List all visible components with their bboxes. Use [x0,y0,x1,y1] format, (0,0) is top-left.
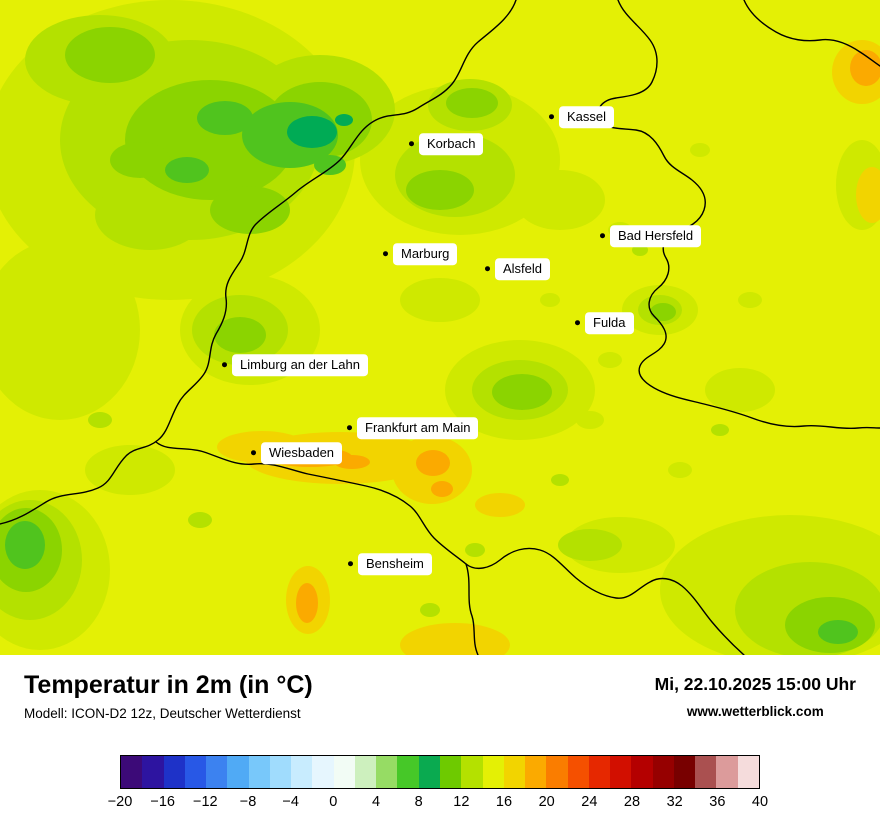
map-region-teal-green [287,114,353,148]
legend-color-segment [482,756,504,788]
city-dot-icon [485,266,490,272]
legend-color-segment [631,756,653,788]
info-header: Temperatur in 2m (in °C) Modell: ICON-D2… [0,655,880,721]
city-label: Frankfurt am Main [357,417,479,439]
legend-color-segment [376,756,398,788]
city-marker-limburg-an-der-lahn: Limburg an der Lahn [222,354,368,376]
legend-tick-label: −16 [150,794,175,810]
city-marker-fulda: Fulda [575,312,634,334]
border-northeast-fragment [743,0,880,67]
legend-color-segment [227,756,249,788]
info-panel: Temperatur in 2m (in °C) Modell: ICON-D2… [0,655,880,830]
legend-color-segment [142,756,164,788]
legend-color-segment [503,756,526,788]
border-south [155,441,745,655]
legend-color-segment [716,756,738,788]
city-marker-bensheim: Bensheim [348,553,432,575]
legend-tick-label: 24 [581,794,598,810]
city-layer: Kassel Korbach Bad Hersfeld Marburg Alsfeld F… [222,106,702,575]
city-label: Bad Hersfeld [610,225,702,247]
legend-color-segment [418,756,440,788]
city-dot-icon [251,450,256,456]
temperature-map: Kassel Korbach Bad Hersfeld Marburg Alsfeld F… [0,0,880,655]
legend-color-segment [248,756,270,788]
legend-tick-label: 36 [709,794,726,810]
legend-tick-label: 32 [666,794,683,810]
datetime-label: Mi, 22.10.2025 15:00 Uhr [654,674,856,694]
legend-tick-label: −12 [193,794,218,810]
city-dot-icon [347,425,352,431]
city-dot-icon [409,141,414,147]
legend-tick-label: 4 [371,794,381,810]
legend-color-segment [163,756,185,788]
city-marker-marburg: Marburg [383,243,458,265]
city-label: Limburg an der Lahn [232,354,368,376]
legend-color-segment [397,756,419,788]
legend-color-segment [567,756,589,788]
city-marker-korbach: Korbach [409,133,484,155]
city-dot-icon [348,561,353,567]
border-west [0,0,517,525]
city-dot-icon [600,233,605,239]
legend-color-segment [610,756,632,788]
legend-color-segment [439,756,462,788]
city-label: Marburg [393,243,458,265]
legend-tick-label: 0 [329,794,338,810]
legend-color-segment [291,756,313,788]
city-dot-icon [549,114,554,120]
legend-tick-row: −20 −16 −12 −8 −4 0 4 8 12 16 20 24 28 32 36 40 [108,794,768,812]
city-marker-alsfeld: Alsfeld [485,258,551,280]
city-dot-icon [383,251,388,257]
city-dot-icon [575,320,580,326]
legend-tick-label: −20 [107,794,133,810]
legend-tick-label: −8 [239,794,257,810]
legend-color-segment [673,756,696,788]
legend-color-segment [206,756,228,788]
city-marker-bad-hersfeld: Bad Hersfeld [600,225,702,247]
legend-tick-label: 28 [623,794,641,810]
city-marker-kassel: Kassel [549,106,615,128]
city-marker-wiesbaden: Wiesbaden [251,442,343,464]
legend-color-segment [461,756,483,788]
model-info: Modell: ICON-D2 12z, Deutscher Wetterdie… [24,706,301,721]
legend-color-segment [652,756,674,788]
legend-color-segment [588,756,611,788]
legend-tick-label: 12 [453,794,470,810]
legend-color-segment [354,756,377,788]
legend-color-segment [121,756,143,788]
temperature-legend: −20 −16 −12 −8 −4 0 4 8 12 16 20 24 28 32 36 40 [108,755,768,812]
legend-tick-label: 16 [495,794,513,810]
city-label: Fulda [585,312,634,334]
city-label: Alsfeld [495,258,551,280]
city-label: Wiesbaden [261,442,343,464]
legend-color-segment [695,756,717,788]
border-east [597,0,880,430]
state-borders [0,0,880,655]
legend-color-segment [546,756,568,788]
legend-tick-label: 8 [414,794,423,810]
page-title: Temperatur in 2m (in °C) [24,671,313,699]
legend-color-segment [184,756,207,788]
info-header-right: Mi, 22.10.2025 15:00 Uhr www.wetterblick… [655,671,856,719]
website-label: www.wetterblick.com [686,704,824,719]
city-label: Kassel [559,106,615,128]
legend-color-segment [737,756,759,788]
city-marker-frankfurt-am-main: Frankfurt am Main [347,417,479,439]
legend-color-segment [312,756,334,788]
border-bergstrasse [465,563,479,655]
city-dot-icon [222,362,227,368]
legend-tick-label: −4 [282,794,299,810]
legend-color-segment [525,756,547,788]
legend-color-segment [269,756,292,788]
legend-tick-label: 20 [538,794,555,810]
legend-colorbar [120,755,760,789]
legend-tick-label: 40 [751,794,769,810]
legend-color-segment [333,756,355,788]
info-header-left: Temperatur in 2m (in °C) Modell: ICON-D2… [24,671,313,721]
city-label: Korbach [419,133,484,155]
city-label: Bensheim [358,553,432,575]
